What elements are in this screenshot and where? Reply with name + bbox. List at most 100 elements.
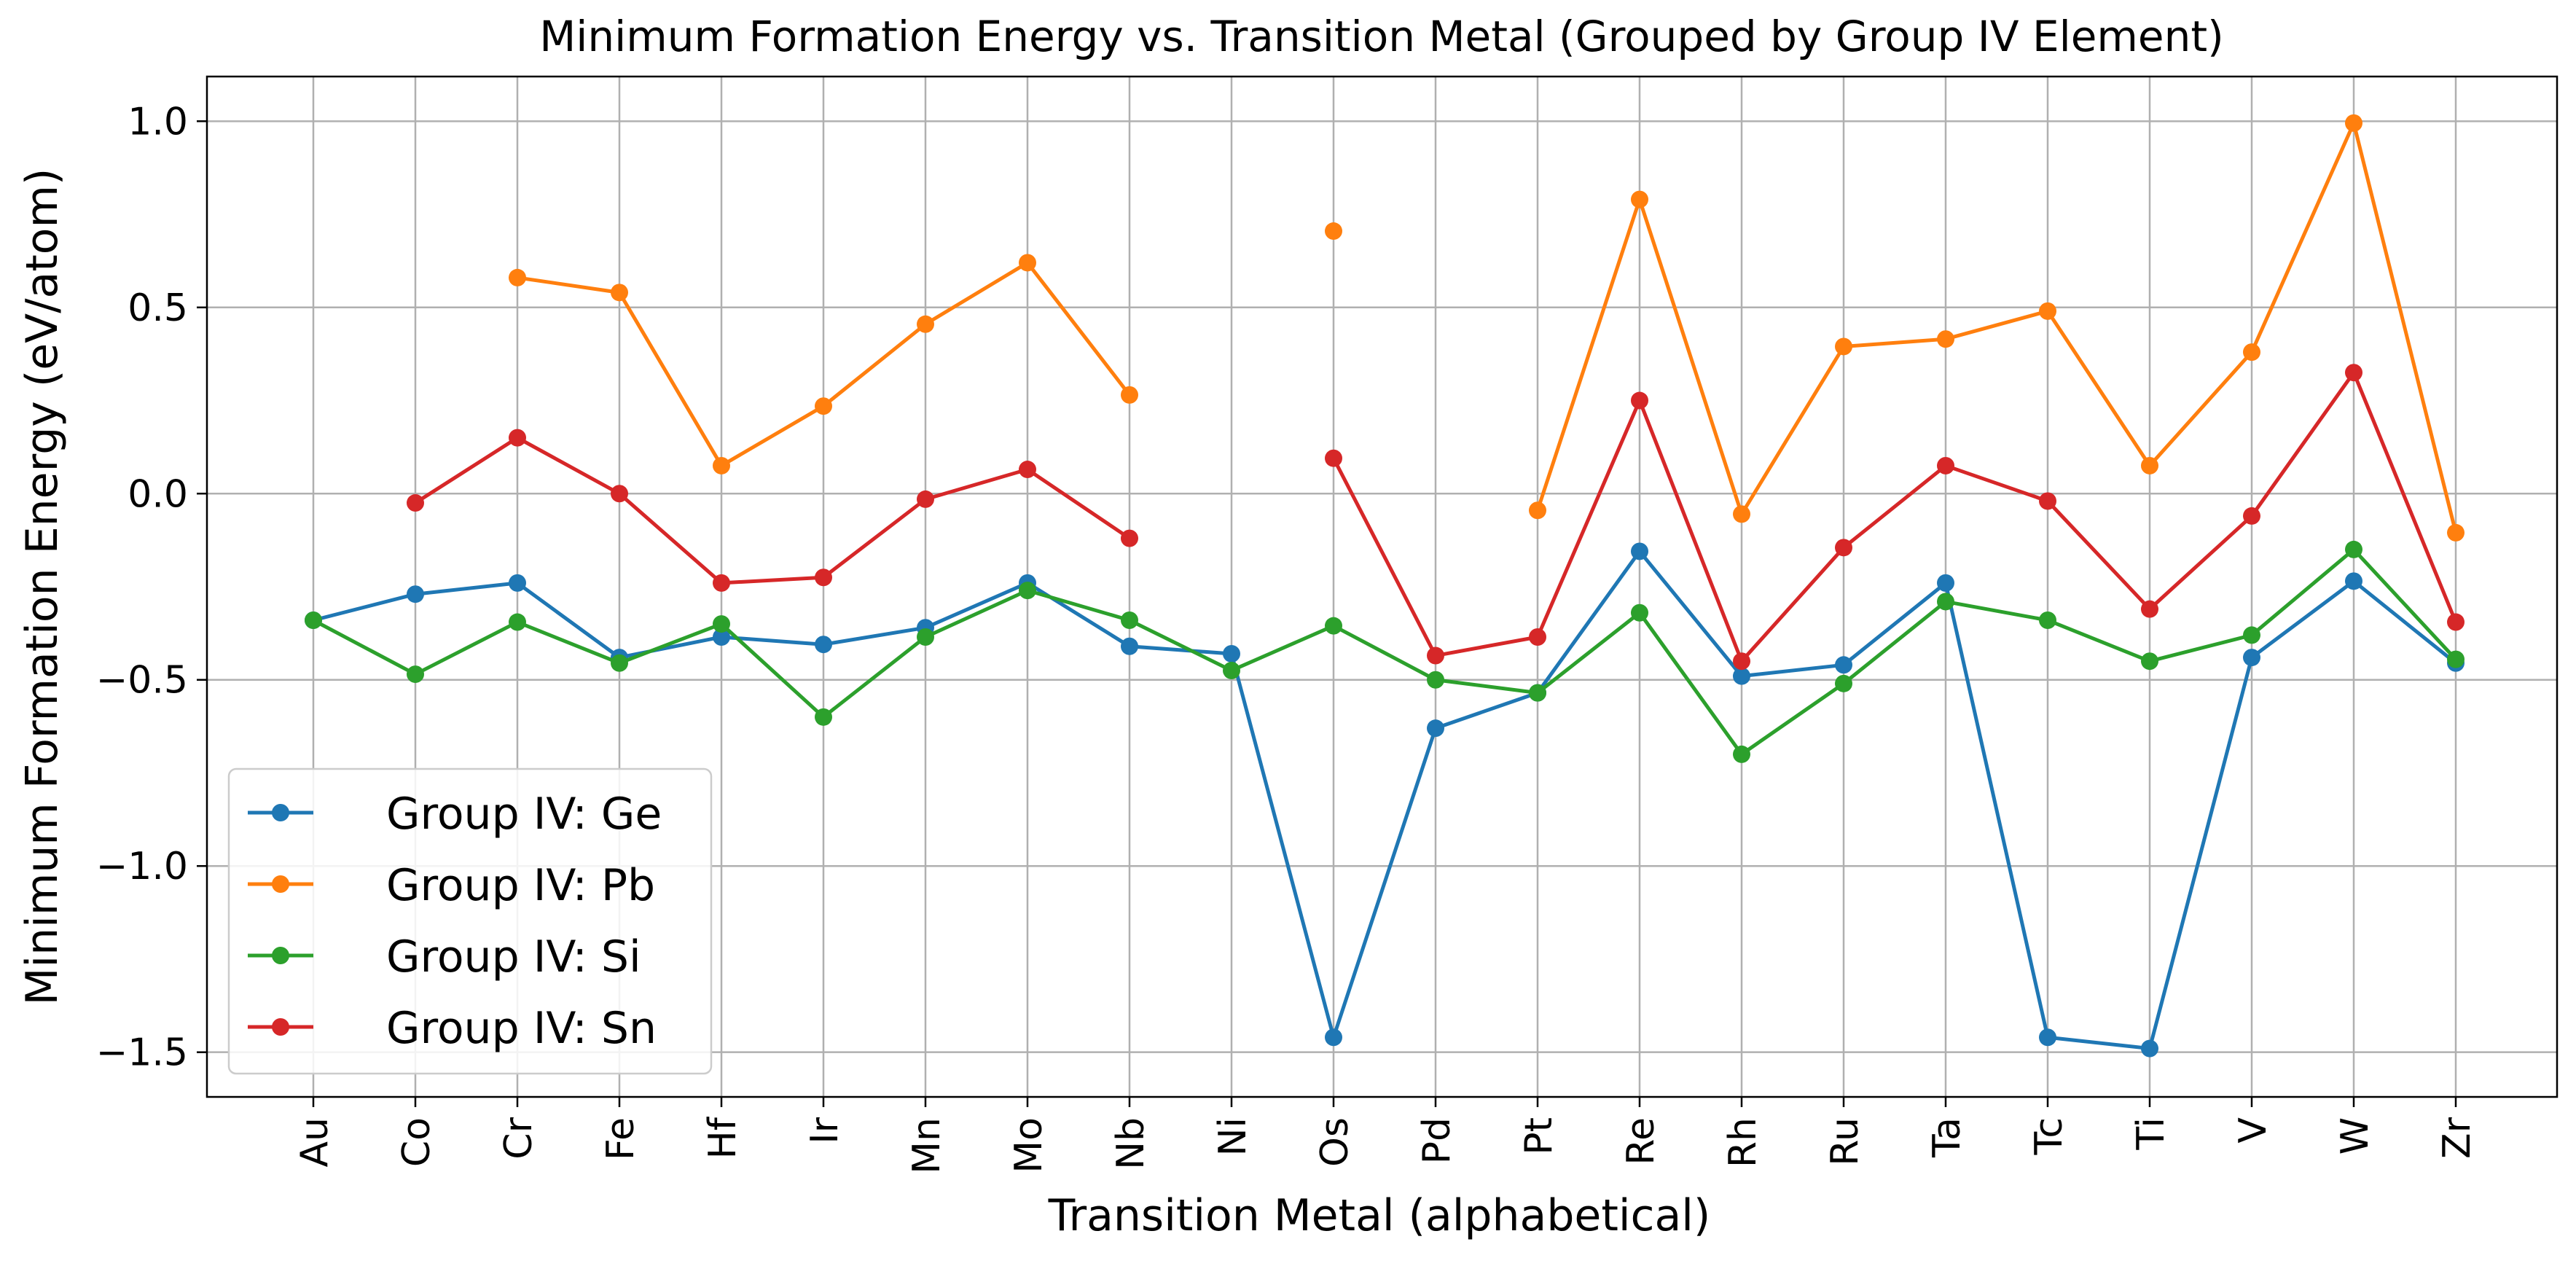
data-point — [611, 485, 628, 503]
plot-frame — [205, 75, 2559, 1098]
data-point — [2345, 114, 2362, 132]
data-point — [1733, 652, 1750, 671]
y-tick-label: −1.5 — [96, 1031, 188, 1075]
series-line — [414, 436, 1131, 585]
x-tick-label: Re — [1619, 1117, 1663, 1165]
data-point — [2039, 1028, 2056, 1047]
data-point — [2447, 523, 2465, 542]
legend-label: Group IV: Si — [386, 931, 641, 982]
data-point — [815, 397, 832, 415]
legend-marker — [272, 804, 289, 821]
x-tick-label: V — [2231, 1117, 2275, 1144]
data-point — [1427, 719, 1444, 738]
data-point — [1223, 644, 1240, 663]
data-point — [713, 456, 730, 474]
data-point — [2243, 626, 2260, 644]
data-point — [2447, 650, 2465, 668]
data-point — [1121, 386, 1138, 404]
data-point — [1631, 603, 1648, 622]
data-point — [2039, 302, 2056, 320]
data-point — [1529, 628, 1546, 646]
data-point — [713, 628, 730, 646]
data-point — [2243, 649, 2260, 667]
x-tick-label: Au — [293, 1117, 337, 1168]
x-tick-label: W — [2333, 1117, 2377, 1154]
series-line — [312, 547, 2457, 757]
data-point — [2243, 507, 2260, 525]
data-point — [1835, 337, 1852, 356]
data-point — [1937, 593, 1954, 611]
data-point — [1733, 667, 1750, 685]
legend-frame — [227, 767, 713, 1075]
data-point — [1835, 674, 1852, 692]
data-point — [611, 654, 628, 672]
x-tick-label: Ir — [803, 1117, 847, 1144]
data-point — [815, 636, 832, 654]
data-point — [1121, 637, 1138, 655]
x-tick-label: Nb — [1109, 1117, 1153, 1170]
data-point — [2243, 343, 2260, 362]
data-point — [1631, 190, 1648, 208]
data-point — [407, 665, 424, 684]
data-point — [1835, 539, 1852, 557]
data-point — [1325, 449, 1342, 467]
x-tick-label: Mn — [905, 1117, 949, 1174]
data-point — [1019, 461, 1036, 479]
data-point — [2141, 1039, 2158, 1058]
x-tick-label: Os — [1313, 1117, 1357, 1167]
data-point — [407, 585, 424, 603]
data-point — [1937, 456, 1954, 474]
x-tick-label: Cr — [497, 1117, 541, 1159]
data-point — [2141, 456, 2158, 474]
data-point — [1325, 222, 1342, 241]
data-point — [1019, 254, 1036, 272]
y-tick-label: −0.5 — [96, 659, 188, 703]
data-point — [2345, 572, 2362, 590]
chart-title: Minimum Formation Energy vs. Transition … — [539, 12, 2224, 61]
data-point — [1019, 582, 1036, 600]
data-point — [509, 268, 526, 286]
x-tick-label: Ru — [1823, 1117, 1867, 1166]
data-point — [509, 613, 526, 631]
data-point — [2447, 613, 2465, 631]
data-point — [2141, 652, 2158, 671]
data-point — [305, 611, 322, 629]
data-point — [1529, 684, 1546, 702]
x-axis: Au Co Cr Fe Hf Ir Mn Mo Nb Ni Os Pd Pt Re Rh Ru Ta Tc Ti V W… — [293, 1097, 2479, 1174]
x-tick-label: Pt — [1517, 1117, 1561, 1155]
legend-label: Group IV: Sn — [386, 1003, 657, 1054]
legend-label: Group IV: Ge — [386, 789, 662, 840]
x-axis-label: Transition Metal (alphabetical) — [1048, 1190, 1711, 1241]
data-point — [1529, 501, 1546, 520]
y-tick-label: 1.0 — [128, 100, 188, 144]
x-tick-label: Ti — [2129, 1117, 2173, 1151]
data-point — [713, 574, 730, 592]
data-point — [2345, 364, 2362, 382]
x-tick-label: Hf — [701, 1116, 745, 1159]
data-point — [815, 568, 832, 587]
data-point — [509, 429, 526, 447]
data-point — [2345, 540, 2362, 558]
data-point — [1937, 574, 1954, 592]
data-point — [2039, 492, 2056, 510]
y-axis: −1.5 −1.0 −0.5 0.0 0.5 1.0 — [96, 100, 207, 1075]
data-point — [917, 628, 934, 646]
legend-marker — [272, 875, 289, 893]
data-point — [1121, 611, 1138, 629]
series-line — [1535, 121, 2458, 534]
x-tick-label: Pd — [1415, 1117, 1459, 1164]
data-point — [1733, 505, 1750, 523]
x-tick-label: Ta — [1925, 1117, 1969, 1158]
legend-marker — [272, 1018, 289, 1036]
data-point — [815, 708, 832, 726]
y-axis-label: Minimum Formation Energy (eV/atom) — [17, 168, 68, 1006]
x-tick-label: Tc — [2027, 1117, 2071, 1156]
y-tick-label: 0.0 — [128, 472, 188, 516]
legend-marker — [272, 947, 289, 964]
series-1 — [509, 114, 2465, 542]
x-tick-label: Fe — [599, 1117, 643, 1160]
series-line — [313, 549, 2457, 1051]
data-point — [1427, 671, 1444, 689]
